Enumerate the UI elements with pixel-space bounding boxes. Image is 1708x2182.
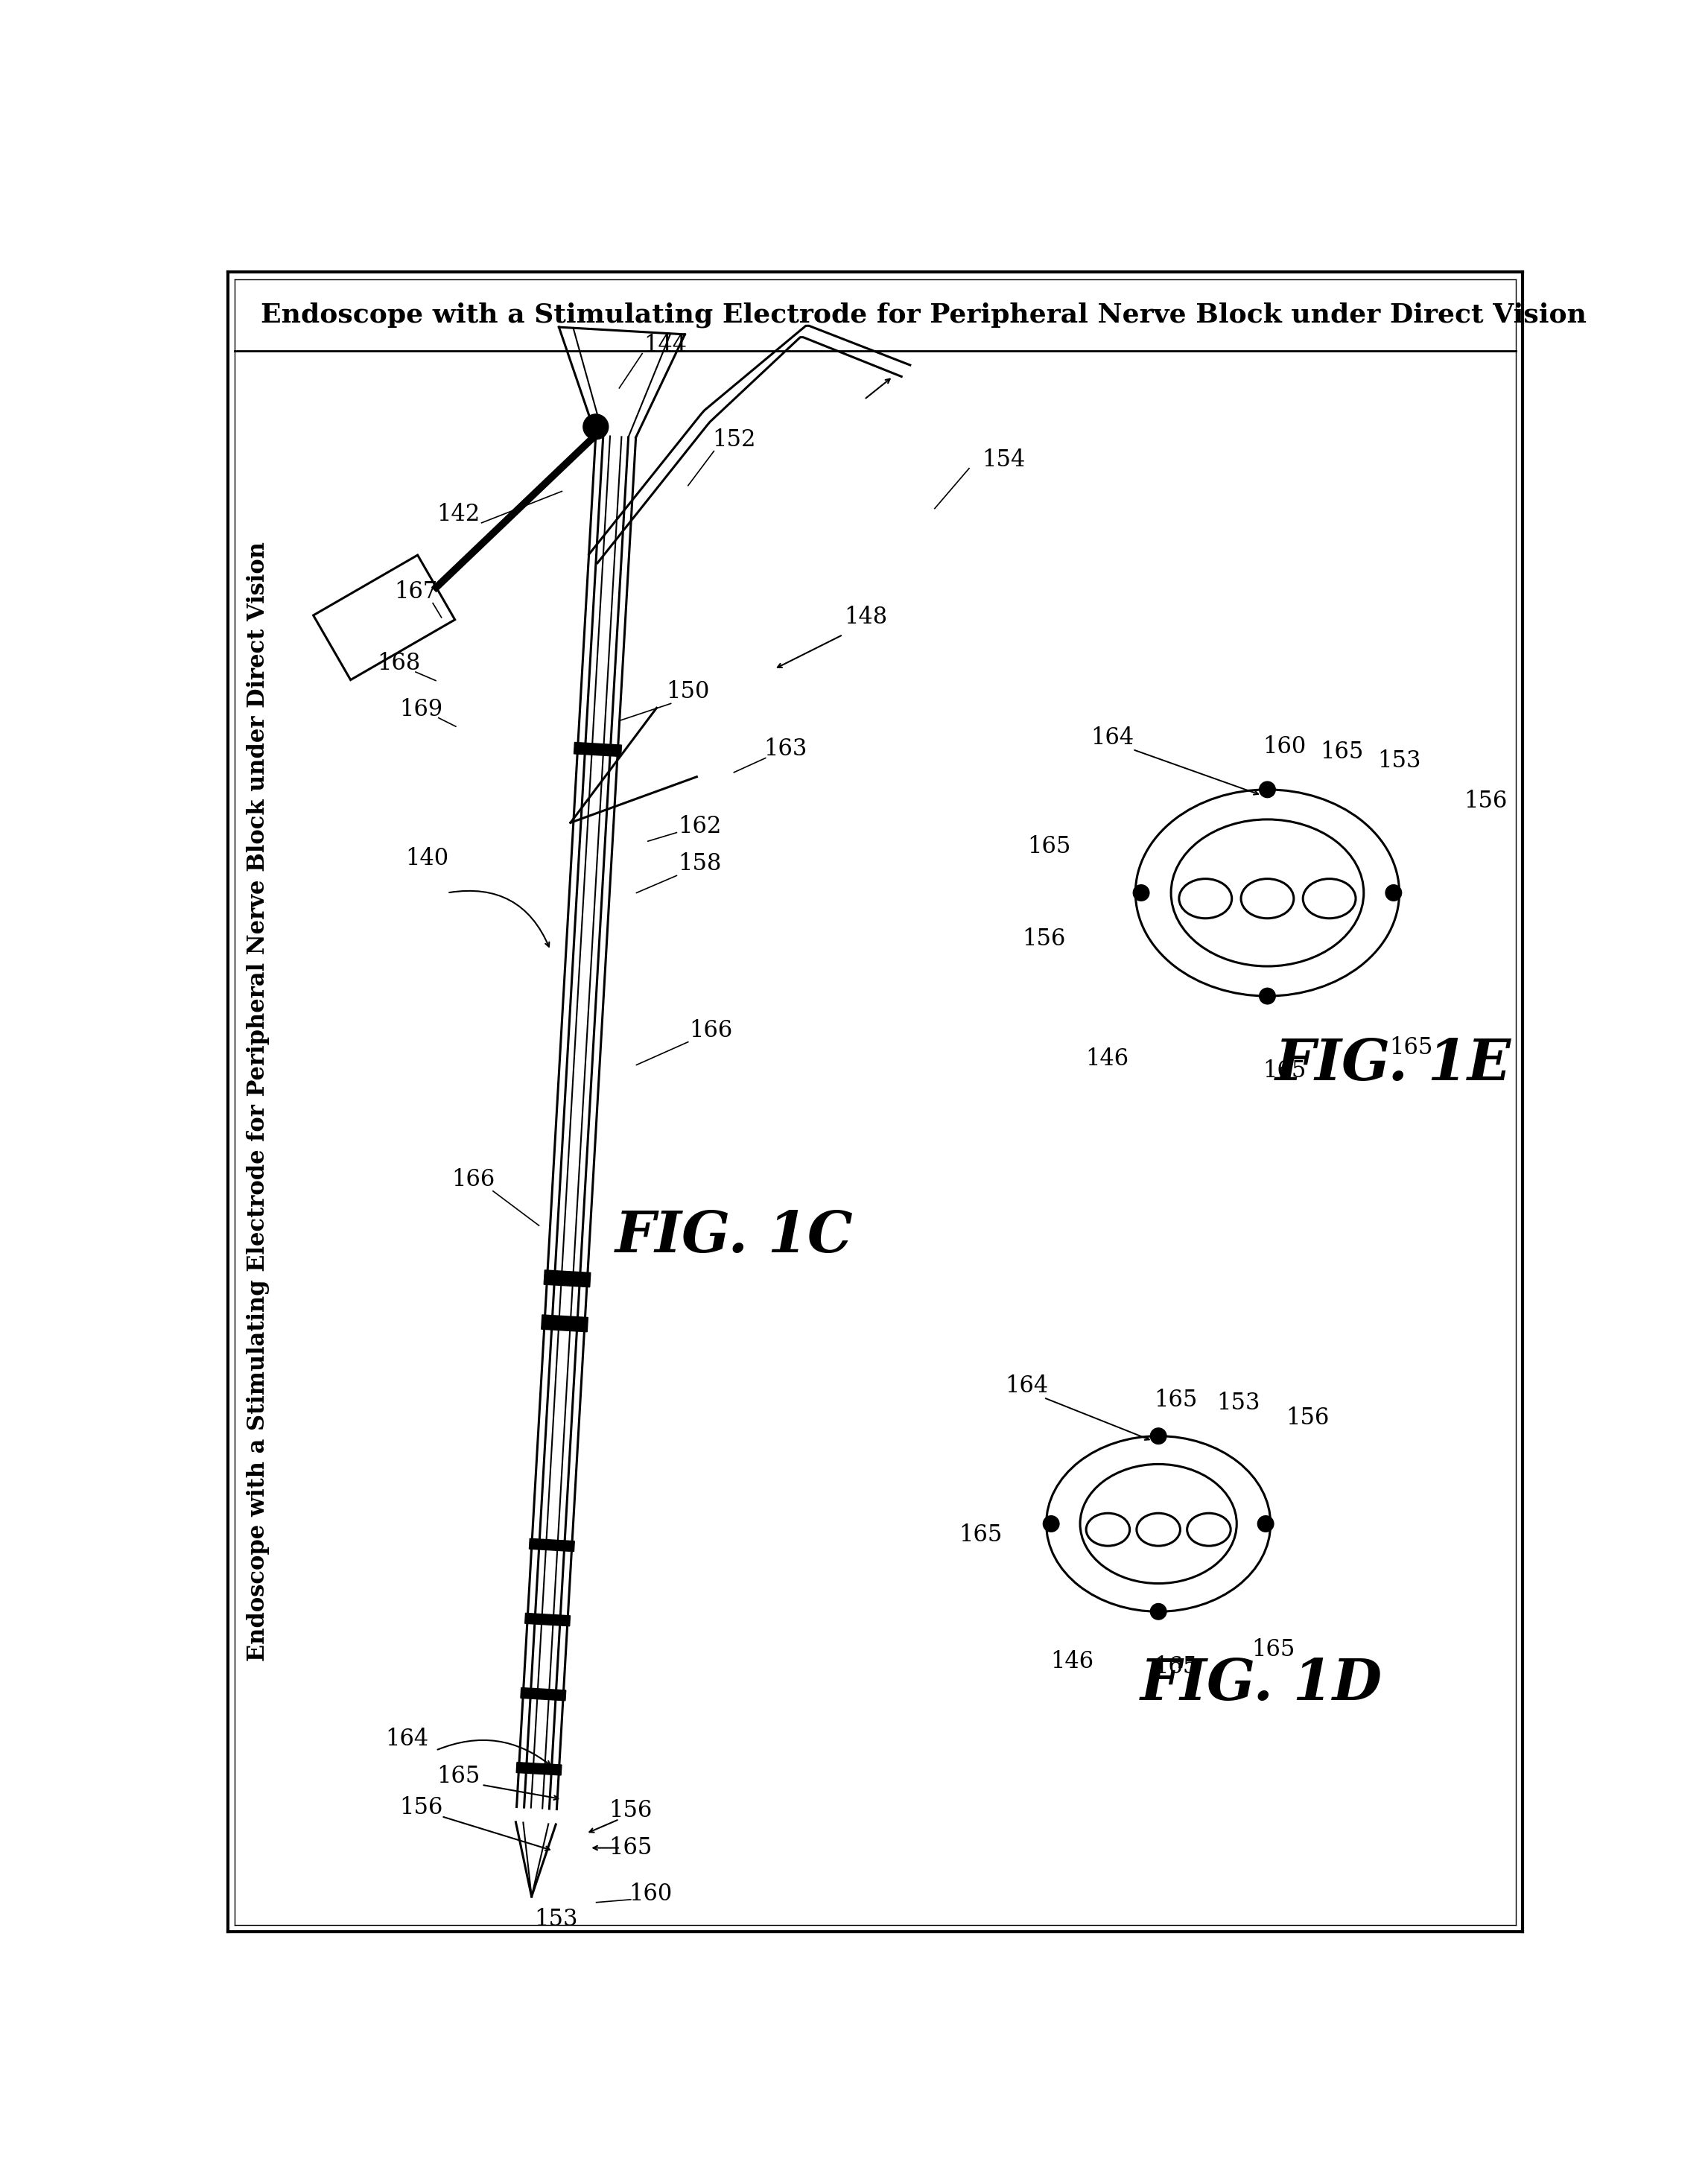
Polygon shape: [524, 1612, 570, 1626]
Polygon shape: [529, 1538, 574, 1551]
Text: 156: 156: [610, 1800, 652, 1822]
Text: Endoscope with a Stimulating Electrode for Peripheral Nerve Block under Direct V: Endoscope with a Stimulating Electrode f…: [246, 541, 270, 1661]
Text: 144: 144: [644, 334, 687, 356]
Text: 153: 153: [1216, 1392, 1261, 1414]
Text: 164: 164: [1091, 727, 1134, 748]
Polygon shape: [574, 742, 622, 757]
Text: 146: 146: [1085, 1047, 1129, 1071]
Text: 165: 165: [1155, 1390, 1197, 1412]
Circle shape: [1151, 1604, 1167, 1619]
Circle shape: [1044, 1516, 1059, 1532]
Text: 160: 160: [1262, 735, 1307, 757]
Text: 165: 165: [1155, 1656, 1197, 1678]
Text: 165: 165: [958, 1523, 1003, 1547]
Text: FIG. 1C: FIG. 1C: [615, 1209, 852, 1266]
Text: FIG. 1D: FIG. 1D: [1141, 1656, 1383, 1713]
Polygon shape: [543, 1270, 591, 1287]
Text: 163: 163: [763, 738, 808, 762]
Text: 156: 156: [400, 1796, 442, 1820]
Text: 166: 166: [690, 1019, 733, 1043]
Text: 152: 152: [712, 428, 755, 452]
Text: Endoscope with a Stimulating Electrode for Peripheral Nerve Block under Direct V: Endoscope with a Stimulating Electrode f…: [261, 301, 1587, 327]
Text: 165: 165: [1262, 1058, 1307, 1082]
Text: 146: 146: [1050, 1650, 1095, 1674]
Text: 140: 140: [405, 847, 449, 871]
Text: 160: 160: [629, 1883, 673, 1905]
Text: 165: 165: [1389, 1036, 1433, 1058]
Text: 165: 165: [1028, 836, 1071, 858]
Text: 166: 166: [451, 1167, 495, 1191]
Text: 153: 153: [535, 1907, 577, 1931]
Circle shape: [1259, 988, 1276, 1004]
Circle shape: [1132, 884, 1149, 901]
Circle shape: [1257, 1516, 1274, 1532]
Text: 153: 153: [1378, 748, 1421, 772]
Text: 167: 167: [395, 580, 437, 602]
Text: 165: 165: [437, 1765, 480, 1787]
Circle shape: [1259, 781, 1276, 799]
Text: 165: 165: [610, 1837, 652, 1859]
Text: 168: 168: [377, 652, 420, 674]
Text: 164: 164: [386, 1728, 429, 1750]
Polygon shape: [521, 1687, 565, 1700]
Text: 164: 164: [1004, 1375, 1049, 1399]
Text: 150: 150: [666, 681, 711, 703]
Circle shape: [1385, 884, 1402, 901]
Circle shape: [582, 415, 608, 439]
Text: FIG. 1E: FIG. 1E: [1276, 1036, 1512, 1093]
Text: 154: 154: [982, 447, 1025, 471]
Text: 156: 156: [1464, 790, 1506, 812]
Polygon shape: [516, 1763, 562, 1776]
Text: 156: 156: [1021, 927, 1066, 951]
Text: 169: 169: [400, 698, 442, 720]
Text: 162: 162: [678, 816, 721, 838]
Text: 158: 158: [678, 853, 721, 875]
Text: 165: 165: [1320, 740, 1363, 764]
Text: 165: 165: [1252, 1639, 1295, 1661]
Text: 148: 148: [844, 607, 888, 628]
Text: 142: 142: [437, 502, 480, 526]
Polygon shape: [541, 1316, 588, 1331]
Text: 156: 156: [1286, 1405, 1329, 1429]
Circle shape: [1151, 1427, 1167, 1444]
